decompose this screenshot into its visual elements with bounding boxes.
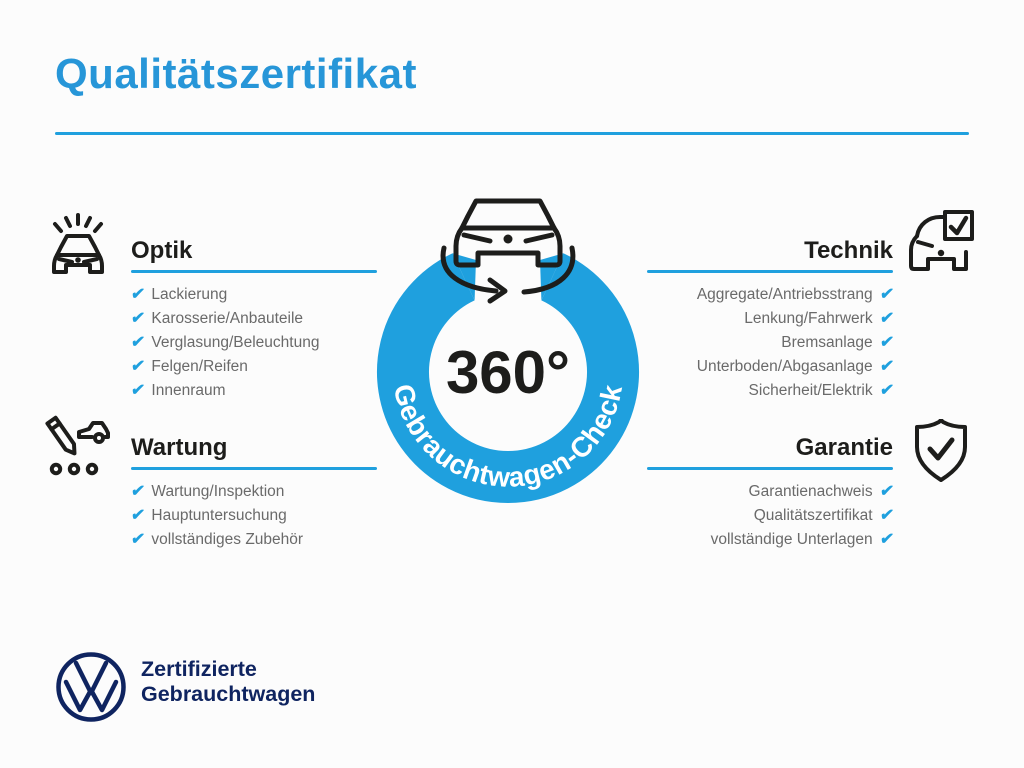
vw-logo-icon xyxy=(56,652,126,722)
page-title: Qualitätszertifikat xyxy=(55,50,417,97)
car-shine-icon xyxy=(52,213,104,274)
section-title-technik: Technik xyxy=(804,237,893,264)
list-item: Lenkung/Fahrwerk ✔ xyxy=(647,310,895,328)
check-icon: ✔ xyxy=(129,507,146,524)
footer-line-2: Gebrauchtwagen xyxy=(141,681,316,706)
list-item-label: Bremsanlage xyxy=(781,334,873,351)
list-item-label: Aggregate/Antriebsstrang xyxy=(696,286,873,303)
list-item: Sicherheit/Elektrik ✔ xyxy=(647,382,895,400)
list-item-label: Karosserie/Anbauteile xyxy=(151,310,304,327)
checklist-garantie: Garantienachweis ✔ Qualitätszertifikat ✔ v… xyxy=(647,483,895,549)
list-item-label: Garantienachweis xyxy=(748,483,873,500)
list-item: Aggregate/Antriebsstrang ✔ xyxy=(647,286,895,304)
list-item-label: vollständige Unterlagen xyxy=(710,531,873,548)
list-item-label: Innenraum xyxy=(151,382,226,399)
shield-check-icon xyxy=(915,419,967,482)
section-wartung: Wartung ✔ Wartung/Inspektion ✔ Hauptunters… xyxy=(129,434,377,549)
checklist-wartung: ✔ Wartung/Inspektion ✔ Hauptuntersuchung ✔… xyxy=(129,483,377,549)
checklist-optik: ✔ Lackierung ✔ Karosserie/Anbauteile ✔ Verg… xyxy=(129,286,377,400)
section-garantie: Garantie Garantienachweis ✔ Qualitätszert… xyxy=(647,434,895,549)
check-icon: ✔ xyxy=(878,507,895,524)
list-item-label: Unterboden/Abgasanlage xyxy=(696,358,873,375)
check-icon: ✔ xyxy=(878,358,895,375)
check-icon: ✔ xyxy=(878,286,895,303)
check-icon: ✔ xyxy=(878,483,895,500)
list-item: ✔ Karosserie/Anbauteile xyxy=(129,310,377,328)
badge-360: Gebrauchtwagen-Check 360° xyxy=(377,198,639,503)
list-item: ✔ Hauptuntersuchung xyxy=(129,507,377,525)
list-item: ✔ Felgen/Reifen xyxy=(129,358,377,376)
list-item-label: Hauptuntersuchung xyxy=(151,507,287,524)
check-icon: ✔ xyxy=(129,483,146,500)
check-icon: ✔ xyxy=(878,310,895,327)
list-item: ✔ vollständiges Zubehör xyxy=(129,531,377,549)
section-underline xyxy=(131,270,377,273)
list-item: ✔ Verglasung/Beleuchtung xyxy=(129,334,377,352)
check-icon: ✔ xyxy=(878,382,895,399)
list-item: ✔ Innenraum xyxy=(129,382,377,400)
list-item: Bremsanlage ✔ xyxy=(647,334,895,352)
list-item-label: Verglasung/Beleuchtung xyxy=(151,334,320,351)
car-rotate-icon xyxy=(440,198,576,304)
list-item-label: vollständiges Zubehör xyxy=(151,531,304,548)
list-item-label: Felgen/Reifen xyxy=(151,358,248,375)
checklist-technik: Aggregate/Antriebsstrang ✔ Lenkung/Fahrwe… xyxy=(647,286,895,400)
check-icon: ✔ xyxy=(878,531,895,548)
title-divider xyxy=(55,132,969,135)
check-icon: ✔ xyxy=(129,310,146,327)
section-optik: Optik ✔ Lackierung ✔ Karosserie/Anbauteile… xyxy=(129,237,377,400)
section-technik: Technik Aggregate/Antriebsstrang ✔ Lenkun… xyxy=(647,237,895,400)
badge-value: 360° xyxy=(446,339,570,406)
list-item-label: Wartung/Inspektion xyxy=(151,483,285,500)
car-checkbox-icon xyxy=(909,210,974,271)
footer-brand-text: Zertifizierte Gebrauchtwagen xyxy=(141,657,315,706)
section-title-garantie: Garantie xyxy=(795,434,893,461)
section-underline xyxy=(647,270,893,273)
list-item: Qualitätszertifikat ✔ xyxy=(647,507,895,525)
check-icon: ✔ xyxy=(129,334,146,351)
section-underline xyxy=(647,467,893,470)
check-icon: ✔ xyxy=(129,286,146,303)
car-pencil-icon xyxy=(45,415,110,476)
list-item: ✔ Wartung/Inspektion xyxy=(129,483,377,501)
list-item: vollständige Unterlagen ✔ xyxy=(647,531,895,549)
list-item: Unterboden/Abgasanlage ✔ xyxy=(647,358,895,376)
list-item-label: Lenkung/Fahrwerk xyxy=(744,310,873,327)
badge-ring xyxy=(377,253,639,503)
list-item: Garantienachweis ✔ xyxy=(647,483,895,501)
check-icon: ✔ xyxy=(129,358,146,375)
check-icon: ✔ xyxy=(129,531,146,548)
section-underline xyxy=(131,467,377,470)
section-title-wartung: Wartung xyxy=(131,434,228,461)
check-icon: ✔ xyxy=(878,334,895,351)
list-item-label: Lackierung xyxy=(151,286,228,303)
footer-line-1: Zertifizierte xyxy=(141,657,257,681)
list-item-label: Qualitätszertifikat xyxy=(753,507,873,524)
check-icon: ✔ xyxy=(129,382,146,399)
list-item: ✔ Lackierung xyxy=(129,286,377,304)
list-item-label: Sicherheit/Elektrik xyxy=(748,382,873,399)
section-title-optik: Optik xyxy=(131,237,193,264)
